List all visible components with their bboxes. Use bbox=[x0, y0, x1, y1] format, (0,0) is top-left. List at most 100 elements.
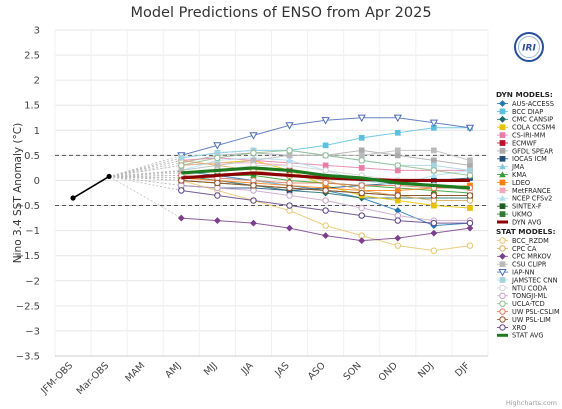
x-axis: JFM-OBS Mar-OBS MAM AMJ MJJ JJA JAS ASO SON OND ND… bbox=[38, 360, 472, 397]
legend-label: MetFRANCE bbox=[512, 187, 551, 195]
legend-label: NCEP CFSv2 bbox=[512, 195, 552, 203]
point-iap-nn bbox=[357, 114, 366, 123]
legend-item-metfrance: MetFRANCE bbox=[497, 187, 551, 195]
point-bcc-diap bbox=[394, 129, 401, 136]
point-bcc-rzdm bbox=[430, 247, 438, 254]
legend-item-tongji-ml: TONGJI-ML bbox=[497, 292, 547, 300]
legend-item-csu-clipr: CSU CLIPR bbox=[497, 261, 547, 269]
connector-csu-clipr bbox=[109, 170, 182, 177]
point-bcc-diap bbox=[322, 142, 329, 149]
legend-marker bbox=[498, 269, 507, 277]
point-xro bbox=[250, 197, 257, 204]
point-cola-ccsm4 bbox=[467, 205, 473, 211]
legend-label: IAP-NN bbox=[512, 269, 535, 277]
point-iap-nn bbox=[393, 114, 402, 123]
y-tick-label: 3 bbox=[34, 26, 40, 37]
y-tick-label: −0.5 bbox=[16, 201, 40, 212]
legend-label: CS-IRI-MM bbox=[512, 132, 546, 140]
avg-line-dyn-avg bbox=[181, 171, 470, 183]
connector-gfdl-spear bbox=[109, 162, 182, 177]
connector-uw-psl-cslim bbox=[109, 175, 182, 177]
legend-item-cpc-mrkov: CPC MRKOV bbox=[497, 253, 552, 261]
legend-marker bbox=[499, 163, 506, 170]
legend-marker bbox=[499, 179, 506, 186]
observed-point bbox=[106, 173, 112, 180]
legend-item-kma: KMA bbox=[497, 171, 527, 179]
point-csu-clipr bbox=[394, 147, 401, 154]
point-cpc-mrkov bbox=[430, 229, 438, 237]
point-uw-psl-lim bbox=[430, 192, 438, 199]
point-tongji-ml bbox=[358, 204, 365, 212]
legend-marker bbox=[499, 140, 506, 146]
point-cpc-mrkov bbox=[177, 214, 185, 222]
legend-label: COLA CCSM4 bbox=[512, 124, 556, 132]
legend-marker bbox=[499, 252, 506, 260]
point-cpc-mrkov bbox=[322, 232, 330, 240]
point-xro bbox=[394, 217, 401, 224]
point-xro bbox=[286, 202, 293, 209]
legend-item-bcc-rzdm: BCC_RZDM bbox=[497, 237, 549, 245]
y-tick-label: −3.5 bbox=[16, 352, 40, 363]
legend-label: KMA bbox=[512, 171, 527, 179]
legend-item-uw-psl-cslim: UW PSL-CSLIM bbox=[497, 308, 560, 316]
connector-ukmo bbox=[109, 176, 182, 179]
legend-item-ecmwf: ECMWF bbox=[497, 139, 537, 147]
forecast-connector-lines bbox=[108, 155, 182, 219]
legend-item-ncep-cfsv2: NCEP CFSv2 bbox=[497, 195, 552, 203]
point-ntu-coda bbox=[322, 167, 329, 174]
series-ucla-tcd bbox=[178, 147, 474, 179]
observed-series bbox=[70, 173, 112, 201]
point-cpc-mrkov bbox=[358, 237, 366, 245]
legend-item-cola-ccsm4: COLA CCSM4 bbox=[497, 124, 556, 132]
connector-ucla-tcd bbox=[109, 165, 182, 177]
legend-item-sintex-f: SINTEX-F bbox=[497, 203, 542, 211]
legend-item-ldeo: LDEO bbox=[497, 179, 530, 187]
point-uw-psl-lim bbox=[286, 184, 293, 192]
point-iap-nn bbox=[285, 122, 294, 130]
point-iap-nn bbox=[321, 117, 330, 125]
legend-marker bbox=[499, 171, 506, 178]
legend-marker bbox=[499, 261, 506, 268]
x-tick-label: JFM-OBS bbox=[38, 360, 75, 397]
point-ucla-tcd bbox=[466, 172, 474, 179]
chart-title: Model Predictions of ENSO from Apr 2025 bbox=[130, 5, 431, 21]
point-uw-psl-lim bbox=[394, 192, 401, 199]
point-aus-access bbox=[394, 207, 402, 214]
series-xro bbox=[178, 187, 474, 227]
legend-item-cs-iri-mm: CS-IRI-MM bbox=[497, 132, 546, 140]
point-ucla-tcd bbox=[358, 157, 365, 164]
legend-marker bbox=[499, 132, 506, 138]
x-tick-label: ASO bbox=[306, 360, 328, 382]
point-bcc-diap bbox=[358, 134, 365, 141]
y-tick-label: 2 bbox=[34, 76, 40, 87]
point-ncep-cfsv2 bbox=[286, 157, 293, 163]
point-gfdl-spear bbox=[431, 157, 437, 164]
legend-label: GFDL SPEAR bbox=[512, 147, 554, 155]
legend-label: NTU CODA bbox=[512, 284, 548, 292]
point-uw-psl-lim bbox=[322, 187, 329, 194]
legend-marker bbox=[499, 203, 506, 210]
logo-text: IRI bbox=[522, 44, 536, 54]
legend-item-uw-psl-lim: UW PSL-LIM bbox=[497, 316, 551, 324]
legend-label: UW PSL-CSLIM bbox=[512, 308, 560, 316]
point-iap-nn bbox=[429, 119, 439, 128]
legend-marker bbox=[499, 292, 506, 299]
point-uw-psl-cslim bbox=[358, 182, 365, 189]
legend-item-iocas-icm: IOCAS ICM bbox=[497, 155, 547, 163]
legend-item-bcc-diap: BCC DIAP bbox=[497, 108, 543, 116]
legend-marker bbox=[499, 195, 506, 201]
point-gfdl-spear bbox=[394, 152, 401, 159]
y-tick-label: 0.5 bbox=[24, 151, 40, 162]
series-tongji-ml bbox=[178, 182, 474, 224]
point-uw-psl-cslim bbox=[322, 179, 329, 187]
point-bcc-rzdm bbox=[322, 222, 329, 229]
connector-cpc-mrkov bbox=[108, 176, 182, 219]
credits: Highcharts.com bbox=[506, 399, 557, 407]
y-tick-label: −2.5 bbox=[16, 301, 40, 312]
legend-marker bbox=[499, 115, 506, 123]
legend-item-ntu-coda: NTU CODA bbox=[497, 284, 548, 292]
point-ucla-tcd bbox=[394, 162, 401, 169]
legend-label: JAMSTEC CNN bbox=[511, 276, 558, 284]
